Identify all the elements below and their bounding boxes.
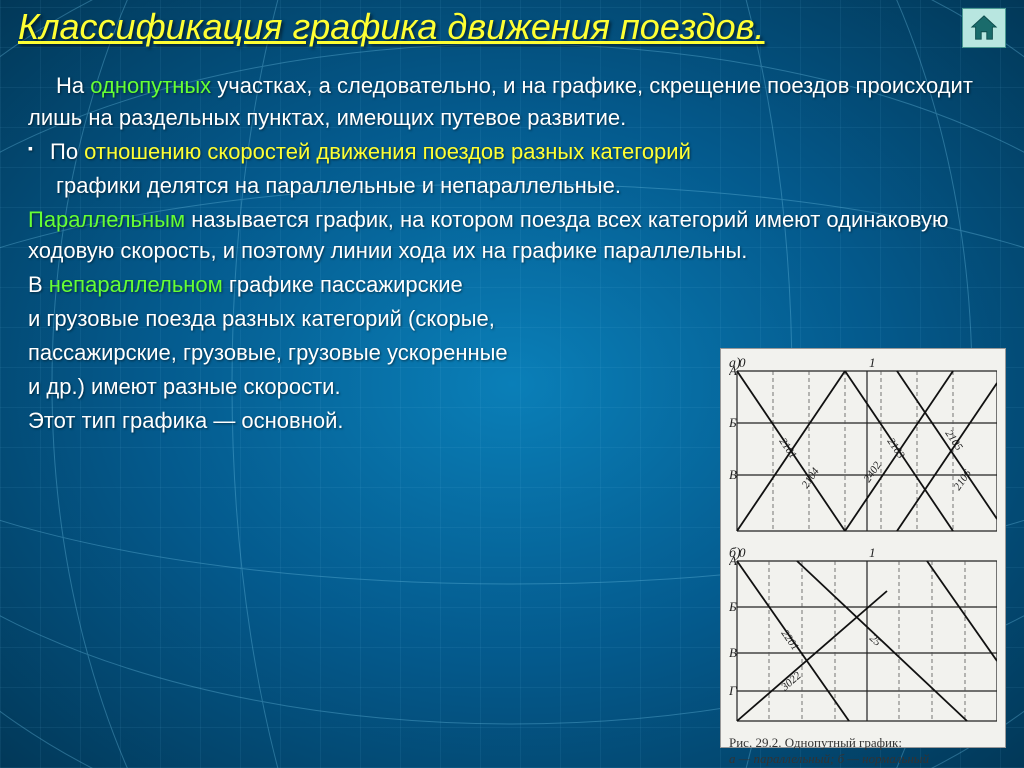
svg-text:В: В	[729, 467, 737, 482]
keyword-neparallel: непараллельном	[49, 272, 223, 297]
paragraph-8: Этот тип графика — основной.	[28, 405, 718, 437]
keyword-odnoputnyh: однопутных	[90, 73, 211, 98]
svg-text:1: 1	[869, 545, 876, 560]
svg-text:2105: 2105	[943, 428, 966, 453]
svg-text:25: 25	[867, 632, 884, 649]
svg-text:3022: 3022	[778, 669, 804, 693]
figure-panel-a: а)012АБВ210124022103210421052106	[729, 355, 997, 535]
paragraph-4: В непараллельном графике пассажирские	[28, 269, 718, 301]
paragraph-5: и грузовые поезда разных категорий (скор…	[28, 303, 718, 335]
figure-caption-main: Рис. 29.2. Однопутный график:	[729, 735, 997, 751]
paragraph-7: и др.) имеют разные скорости.	[28, 371, 718, 403]
paragraph-1: На однопутных участках, а следовательно,…	[28, 70, 1006, 134]
svg-text:А: А	[729, 363, 737, 378]
yellow-text: отношению скоростей движения поездов раз…	[84, 139, 691, 164]
text: По	[50, 139, 84, 164]
paragraph-2-cont: графики делятся на параллельные и непара…	[28, 170, 1006, 202]
svg-text:Б: Б	[729, 599, 737, 614]
svg-text:Г: Г	[729, 683, 737, 698]
svg-text:Б: Б	[729, 415, 737, 430]
home-button[interactable]	[962, 8, 1006, 48]
figure-panel-b: б)012АБВГ2201253022	[729, 545, 997, 725]
svg-text:В: В	[729, 645, 737, 660]
svg-text:0: 0	[739, 545, 746, 560]
svg-text:0: 0	[739, 355, 746, 370]
paragraph-2-bullet: По отношению скоростей движения поездов …	[28, 136, 1006, 168]
paragraph-3: Параллельным называется график, на котор…	[28, 204, 1006, 268]
text: В	[28, 272, 49, 297]
svg-text:1: 1	[869, 355, 876, 370]
slide-title: Классификация графика движения поездов.	[18, 6, 944, 48]
keyword-parallel: Параллельным	[28, 207, 185, 232]
text: графике пассажирские	[223, 272, 463, 297]
svg-text:А: А	[729, 553, 737, 568]
paragraph-6: пассажирские, грузовые, грузовые ускорен…	[28, 337, 718, 369]
figure-29-2: а)012АБВ210124022103210421052106 б)012АБ…	[720, 348, 1006, 748]
figure-caption-sub: а — параллельный; б — нормальный	[729, 751, 997, 767]
text: На	[56, 73, 90, 98]
home-icon	[969, 14, 999, 42]
